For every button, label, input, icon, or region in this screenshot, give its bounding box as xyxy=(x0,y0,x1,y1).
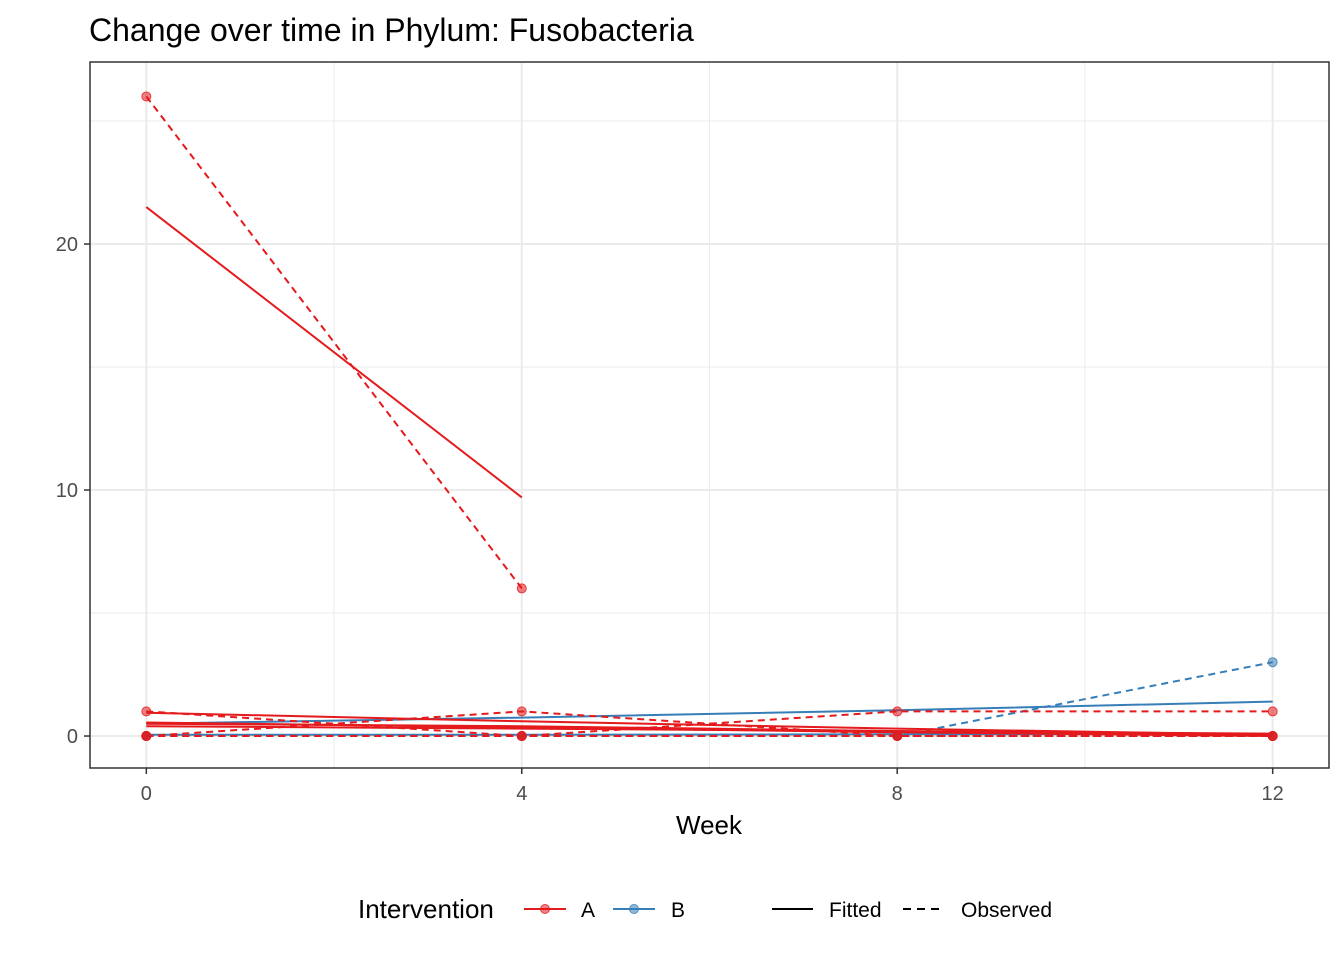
legend-item-fitted: Fitted xyxy=(772,899,882,922)
point-a-10-3 xyxy=(1267,706,1278,717)
chart-title: Change over time in Phylum: Fusobacteria xyxy=(89,12,694,48)
point-a-8-1 xyxy=(516,706,527,717)
point-a-12-2 xyxy=(892,731,903,742)
x-axis: 0 4 8 12 xyxy=(141,768,1284,805)
point-b-0-3 xyxy=(1267,657,1278,668)
point-a-6-0 xyxy=(141,706,152,717)
x-axis-title: Week xyxy=(676,810,743,840)
point-a-12-3 xyxy=(1267,731,1278,742)
series-a-fitted-5 xyxy=(145,206,523,499)
legend-title: Intervention xyxy=(358,894,494,924)
legend-key-a-point xyxy=(540,904,550,914)
series-layer xyxy=(145,95,1273,737)
x-tick-label-1: 4 xyxy=(516,783,527,805)
point-a-10-2 xyxy=(892,706,903,717)
plot-panel xyxy=(89,61,1330,769)
series-a-observed-10 xyxy=(146,710,1273,737)
point-a-4-1 xyxy=(516,583,527,594)
legend-label-fitted: Fitted xyxy=(829,899,882,922)
y-tick-label-2: 20 xyxy=(56,234,78,256)
point-a-4-0 xyxy=(141,91,152,102)
legend-item-a: A xyxy=(524,899,595,922)
grid-minor xyxy=(90,62,1329,768)
legend-label-a: A xyxy=(581,899,595,922)
point-a-12-0 xyxy=(141,731,152,742)
legend-item-observed: Observed xyxy=(903,899,1052,922)
legend-label-b: B xyxy=(671,899,685,922)
series-b-fitted-1 xyxy=(146,700,1273,725)
points-layer xyxy=(141,91,1278,742)
x-tick-label-0: 0 xyxy=(141,783,152,805)
y-axis: 0 10 20 xyxy=(56,234,90,748)
panel-border xyxy=(89,61,1330,769)
legend-key-b-point xyxy=(629,904,639,914)
y-tick-label-1: 10 xyxy=(56,480,78,502)
point-a-12-1 xyxy=(516,731,527,742)
x-tick-label-3: 12 xyxy=(1262,783,1284,805)
y-tick-label-0: 0 xyxy=(67,726,78,748)
legend: Intervention A B Fitted Observed xyxy=(358,894,1052,924)
x-tick-label-2: 8 xyxy=(892,783,903,805)
series-a-fitted-13 xyxy=(146,721,1273,737)
legend-label-observed: Observed xyxy=(961,899,1052,922)
legend-item-b: B xyxy=(613,899,685,922)
series-b-observed-0 xyxy=(146,661,1273,737)
